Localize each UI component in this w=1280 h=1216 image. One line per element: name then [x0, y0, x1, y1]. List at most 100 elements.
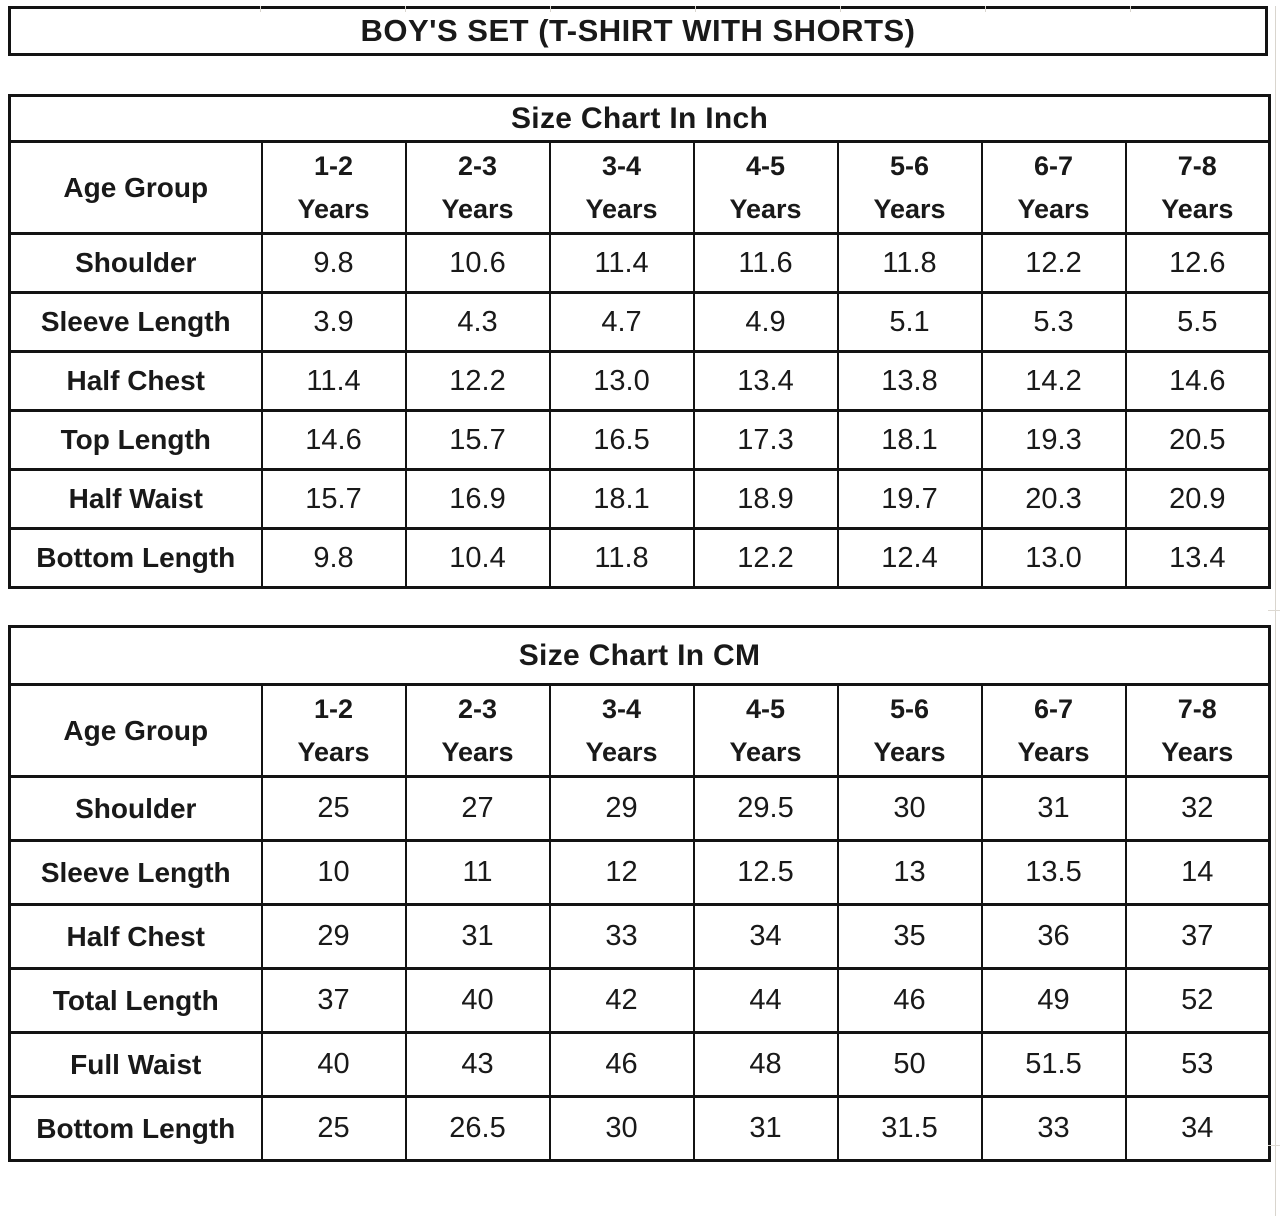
age-range: 4-5	[745, 150, 786, 181]
age-column-header: 7-8 Years	[1124, 683, 1271, 778]
age-range: 5-6	[889, 693, 930, 724]
measurement-value: 18.1	[836, 409, 983, 471]
measurement-label: Sleeve Length	[8, 291, 263, 353]
measurement-row: Shoulder 25 27 29 29.5 30 31 32	[8, 775, 1271, 842]
age-range: 4-5	[745, 693, 786, 724]
chart-title: Size Chart In Inch	[8, 94, 1271, 143]
measurement-value: 29.5	[692, 775, 839, 842]
measurement-value: 26.5	[404, 1095, 551, 1162]
age-unit: Years	[585, 193, 658, 224]
measurement-value: 53	[1124, 1031, 1271, 1098]
measurement-value: 52	[1124, 967, 1271, 1034]
age-unit: Years	[441, 736, 514, 767]
age-unit: Years	[873, 736, 946, 767]
measurement-value: 14.6	[260, 409, 407, 471]
measurement-value: 11	[404, 839, 551, 906]
measurement-value: 13.4	[692, 350, 839, 412]
measurement-value: 13.4	[1124, 527, 1271, 589]
measurement-value: 48	[692, 1031, 839, 1098]
age-range: 3-4	[601, 150, 642, 181]
measurement-value: 31	[404, 903, 551, 970]
measurement-value: 19.3	[980, 409, 1127, 471]
size-chart-page: { "title": "BOY'S SET (T-SHIRT WITH SHOR…	[0, 6, 1280, 1216]
spreadsheet-gridline	[260, 6, 261, 12]
age-group-header: Age Group	[8, 683, 263, 778]
spreadsheet-gridline	[1268, 610, 1280, 611]
measurement-value: 12.5	[692, 839, 839, 906]
measurement-row: Sleeve Length 3.9 4.3 4.7 4.9 5.1 5.3 5.5	[8, 291, 1271, 353]
measurement-value: 43	[404, 1031, 551, 1098]
measurement-value: 11.8	[836, 232, 983, 294]
measurement-value: 9.8	[260, 232, 407, 294]
measurement-value: 19.7	[836, 468, 983, 530]
measurement-value: 34	[692, 903, 839, 970]
spreadsheet-gridline	[1275, 6, 1276, 1216]
measurement-value: 37	[260, 967, 407, 1034]
measurement-label: Half Chest	[8, 903, 263, 970]
measurement-value: 16.9	[404, 468, 551, 530]
measurement-label: Half Chest	[8, 350, 263, 412]
measurement-value: 33	[980, 1095, 1127, 1162]
measurement-value: 31.5	[836, 1095, 983, 1162]
spreadsheet-gridline	[840, 6, 841, 12]
age-unit: Years	[729, 736, 802, 767]
age-range: 6-7	[1033, 693, 1074, 724]
age-column-header: 1-2 Years	[260, 683, 407, 778]
measurement-row: Total Length 37 40 42 44 46 49 52	[8, 967, 1271, 1034]
measurement-value: 11.4	[548, 232, 695, 294]
measurement-label: Full Waist	[8, 1031, 263, 1098]
spreadsheet-gridline	[1130, 6, 1131, 12]
measurement-value: 17.3	[692, 409, 839, 471]
age-column-header: 1-2 Years	[260, 140, 407, 235]
measurement-value: 9.8	[260, 527, 407, 589]
measurement-row: Bottom Length 25 26.5 30 31 31.5 33 34	[8, 1095, 1271, 1162]
age-range: 3-4	[601, 693, 642, 724]
measurement-row: Half Waist 15.7 16.9 18.1 18.9 19.7 20.3 20.9	[8, 468, 1271, 530]
measurement-value: 12.2	[980, 232, 1127, 294]
measurement-value: 31	[980, 775, 1127, 842]
age-group-header: Age Group	[8, 140, 263, 235]
measurement-value: 51.5	[980, 1031, 1127, 1098]
measurement-value: 46	[836, 967, 983, 1034]
measurement-value: 44	[692, 967, 839, 1034]
measurement-label: Shoulder	[8, 232, 263, 294]
measurement-value: 35	[836, 903, 983, 970]
measurement-value: 20.9	[1124, 468, 1271, 530]
measurement-label: Shoulder	[8, 775, 263, 842]
measurement-value: 32	[1124, 775, 1271, 842]
measurement-value: 31	[692, 1095, 839, 1162]
age-unit: Years	[297, 193, 370, 224]
age-range: 2-3	[457, 150, 498, 181]
measurement-value: 11.8	[548, 527, 695, 589]
measurement-row: Bottom Length 9.8 10.4 11.8 12.2 12.4 13.0 13.4	[8, 527, 1271, 589]
measurement-value: 10.4	[404, 527, 551, 589]
measurement-value: 50	[836, 1031, 983, 1098]
size-chart-cm-table: Size Chart In CM Age Group 1-2 Years 2-3 Ye…	[8, 625, 1271, 1162]
age-range: 1-2	[313, 693, 354, 724]
measurement-label: Bottom Length	[8, 1095, 263, 1162]
measurement-value: 40	[404, 967, 551, 1034]
spreadsheet-gridline	[985, 6, 986, 12]
age-column-header: 3-4 Years	[548, 140, 695, 235]
age-header-row: Age Group 1-2 Years 2-3 Years 3-4 Years 4-5 Yea…	[8, 683, 1271, 778]
measurement-value: 11.6	[692, 232, 839, 294]
measurement-value: 13.8	[836, 350, 983, 412]
age-column-header: 6-7 Years	[980, 140, 1127, 235]
age-header-row: Age Group 1-2 Years 2-3 Years 3-4 Years 4-5 Yea…	[8, 140, 1271, 235]
age-unit: Years	[1017, 193, 1090, 224]
age-range: 5-6	[889, 150, 930, 181]
measurement-value: 4.7	[548, 291, 695, 353]
measurement-value: 10.6	[404, 232, 551, 294]
measurement-value: 36	[980, 903, 1127, 970]
measurement-value: 14.2	[980, 350, 1127, 412]
age-column-header: 3-4 Years	[548, 683, 695, 778]
measurement-value: 20.5	[1124, 409, 1271, 471]
measurement-value: 13.0	[548, 350, 695, 412]
age-range: 2-3	[457, 693, 498, 724]
chart-header-row: Size Chart In Inch	[8, 94, 1271, 143]
measurement-label: Total Length	[8, 967, 263, 1034]
age-column-header: 7-8 Years	[1124, 140, 1271, 235]
spreadsheet-gridline	[405, 6, 406, 12]
age-column-header: 5-6 Years	[836, 683, 983, 778]
measurement-value: 13.0	[980, 527, 1127, 589]
